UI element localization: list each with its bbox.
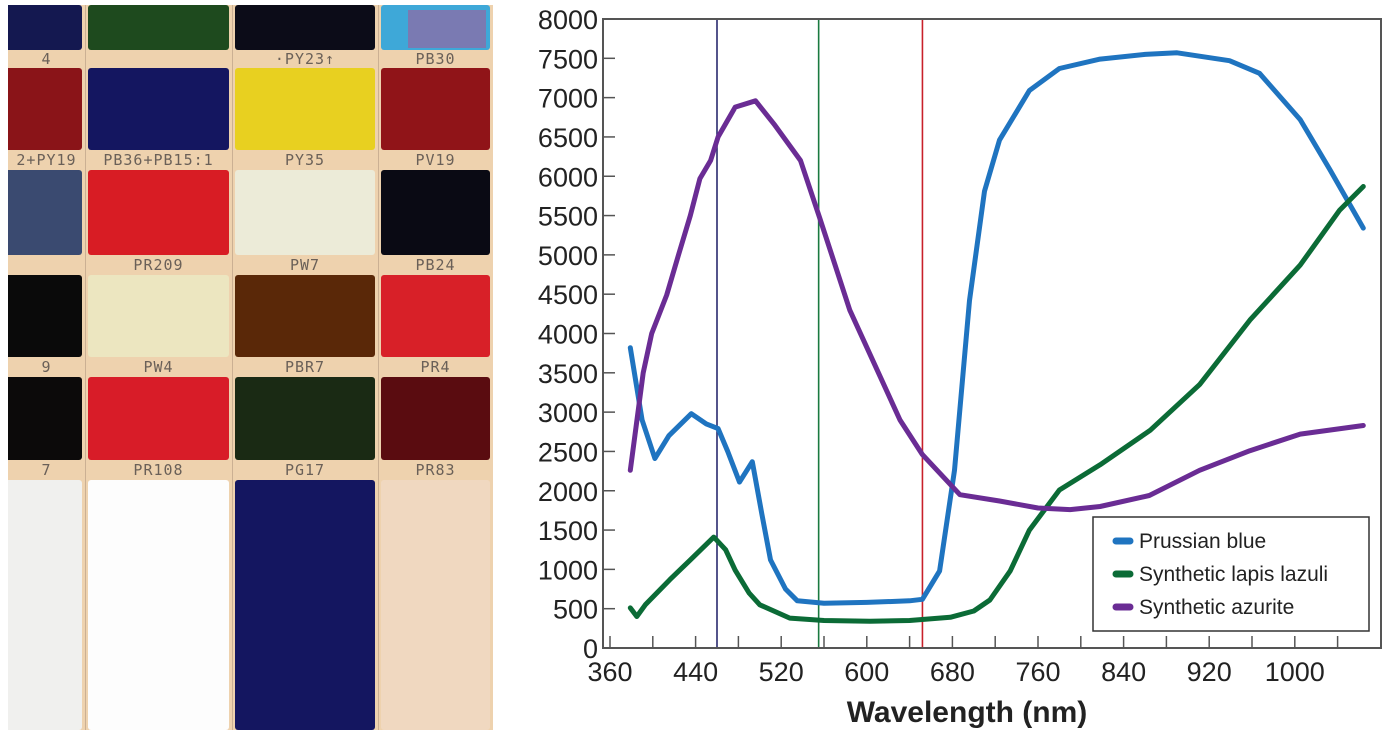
y-tick-label: 8000 [538,5,598,35]
x-axis-label: Wavelength (nm) [847,696,1088,729]
grid-line [85,5,86,730]
pigment-label: 9 [41,358,52,376]
paint-swatch [235,377,375,460]
y-tick-label: 2000 [538,477,598,507]
paint-swatch [88,480,229,730]
x-tick-label: 360 [587,657,632,687]
y-tick-label: 3000 [538,398,598,428]
paint-swatch [235,5,375,50]
pigment-label: PV19 [415,151,456,169]
x-tick-label: 680 [930,657,975,687]
pigment-label: 7 [41,461,52,479]
y-tick-label: 4500 [538,280,598,310]
x-axis: 360 440 520 600 680 760 840 920 1000 [587,636,1339,687]
y-tick-label: 3500 [538,359,598,389]
y-tick-label: 7000 [538,84,598,114]
pigment-label: PW4 [143,358,174,376]
pigment-swatch-photo: 4 ·PY23↑ PB30 2+PY19 PB36+PB15:1 PY35 PV19 PR20… [8,5,493,730]
paint-swatch [381,170,490,255]
x-tick-label: 760 [1015,657,1060,687]
series-line-synthetic-lapis-lazuli [627,184,1366,624]
pigment-label: PR108 [133,461,184,479]
series-line-synthetic-azurite [627,98,1366,513]
pigment-label: PBR7 [284,358,326,376]
pigment-label: 4 [41,50,52,68]
y-tick-label: 2500 [538,437,598,467]
paint-swatch [235,480,375,730]
x-tick-label: 1000 [1265,657,1325,687]
y-tick-label: 5000 [538,241,598,271]
paint-swatch [88,275,229,357]
pigment-label: PY35 [284,151,326,169]
y-tick-label: 6000 [538,162,598,192]
y-tick-label: 500 [553,595,598,625]
y-tick-label: 1000 [538,555,598,585]
pigment-label: PR83 [415,461,456,479]
pigment-label: PW7 [289,256,321,274]
pigment-label: PB36+PB15:1 [103,151,214,169]
paint-swatch [8,68,82,150]
x-tick-label: 920 [1187,657,1232,687]
legend-label: Synthetic azurite [1139,596,1294,619]
y-tick-label: 5500 [538,202,598,232]
pigment-label: PR209 [133,256,184,274]
paint-swatch [88,170,229,255]
paint-swatch [381,480,490,730]
paint-swatch [8,480,82,730]
y-tick-label: 0 [583,634,598,664]
x-tick-label: 440 [673,657,718,687]
paint-swatch [381,68,490,150]
pigment-label: ·PY23↑ [274,50,336,68]
reference-lines [716,19,924,648]
paint-swatch [8,377,82,460]
paint-swatch [381,275,490,357]
grid-line [378,5,379,730]
paint-swatch [8,5,82,50]
paint-swatch [381,377,490,460]
paint-swatch [8,275,82,357]
y-axis: 0 500 1000 1500 2000 2500 3000 3500 4000 4500 5000… [538,5,615,664]
x-tick-label: 520 [759,657,804,687]
grid-line [232,5,233,730]
paint-swatch [8,170,82,255]
pigment-label: 2+PY19 [16,151,77,169]
paint-swatch [235,68,375,150]
pigment-label: PB24 [415,256,456,274]
paint-swatch [88,377,229,460]
paint-swatch [235,275,375,357]
legend-label: Synthetic lapis lazuli [1139,563,1328,586]
paint-swatch [88,68,229,150]
legend: Prussian blue Synthetic lapis lazuli Synth… [1092,516,1370,632]
pigment-label: PB30 [415,50,456,68]
y-tick-label: 6500 [538,123,598,153]
y-tick-label: 4000 [538,320,598,350]
series-line-prussian-blue [627,50,1366,606]
pigment-label: PR4 [420,358,451,376]
legend-label: Prussian blue [1139,530,1266,553]
pigment-label: PG17 [284,461,326,479]
paint-swatch [235,170,375,255]
y-tick-label: 7500 [538,44,598,74]
x-tick-label: 600 [844,657,889,687]
swatch-inset [408,10,486,48]
paint-swatch [88,5,229,50]
x-tick-label: 840 [1101,657,1146,687]
series-lines [627,50,1366,624]
y-tick-label: 1500 [538,516,598,546]
